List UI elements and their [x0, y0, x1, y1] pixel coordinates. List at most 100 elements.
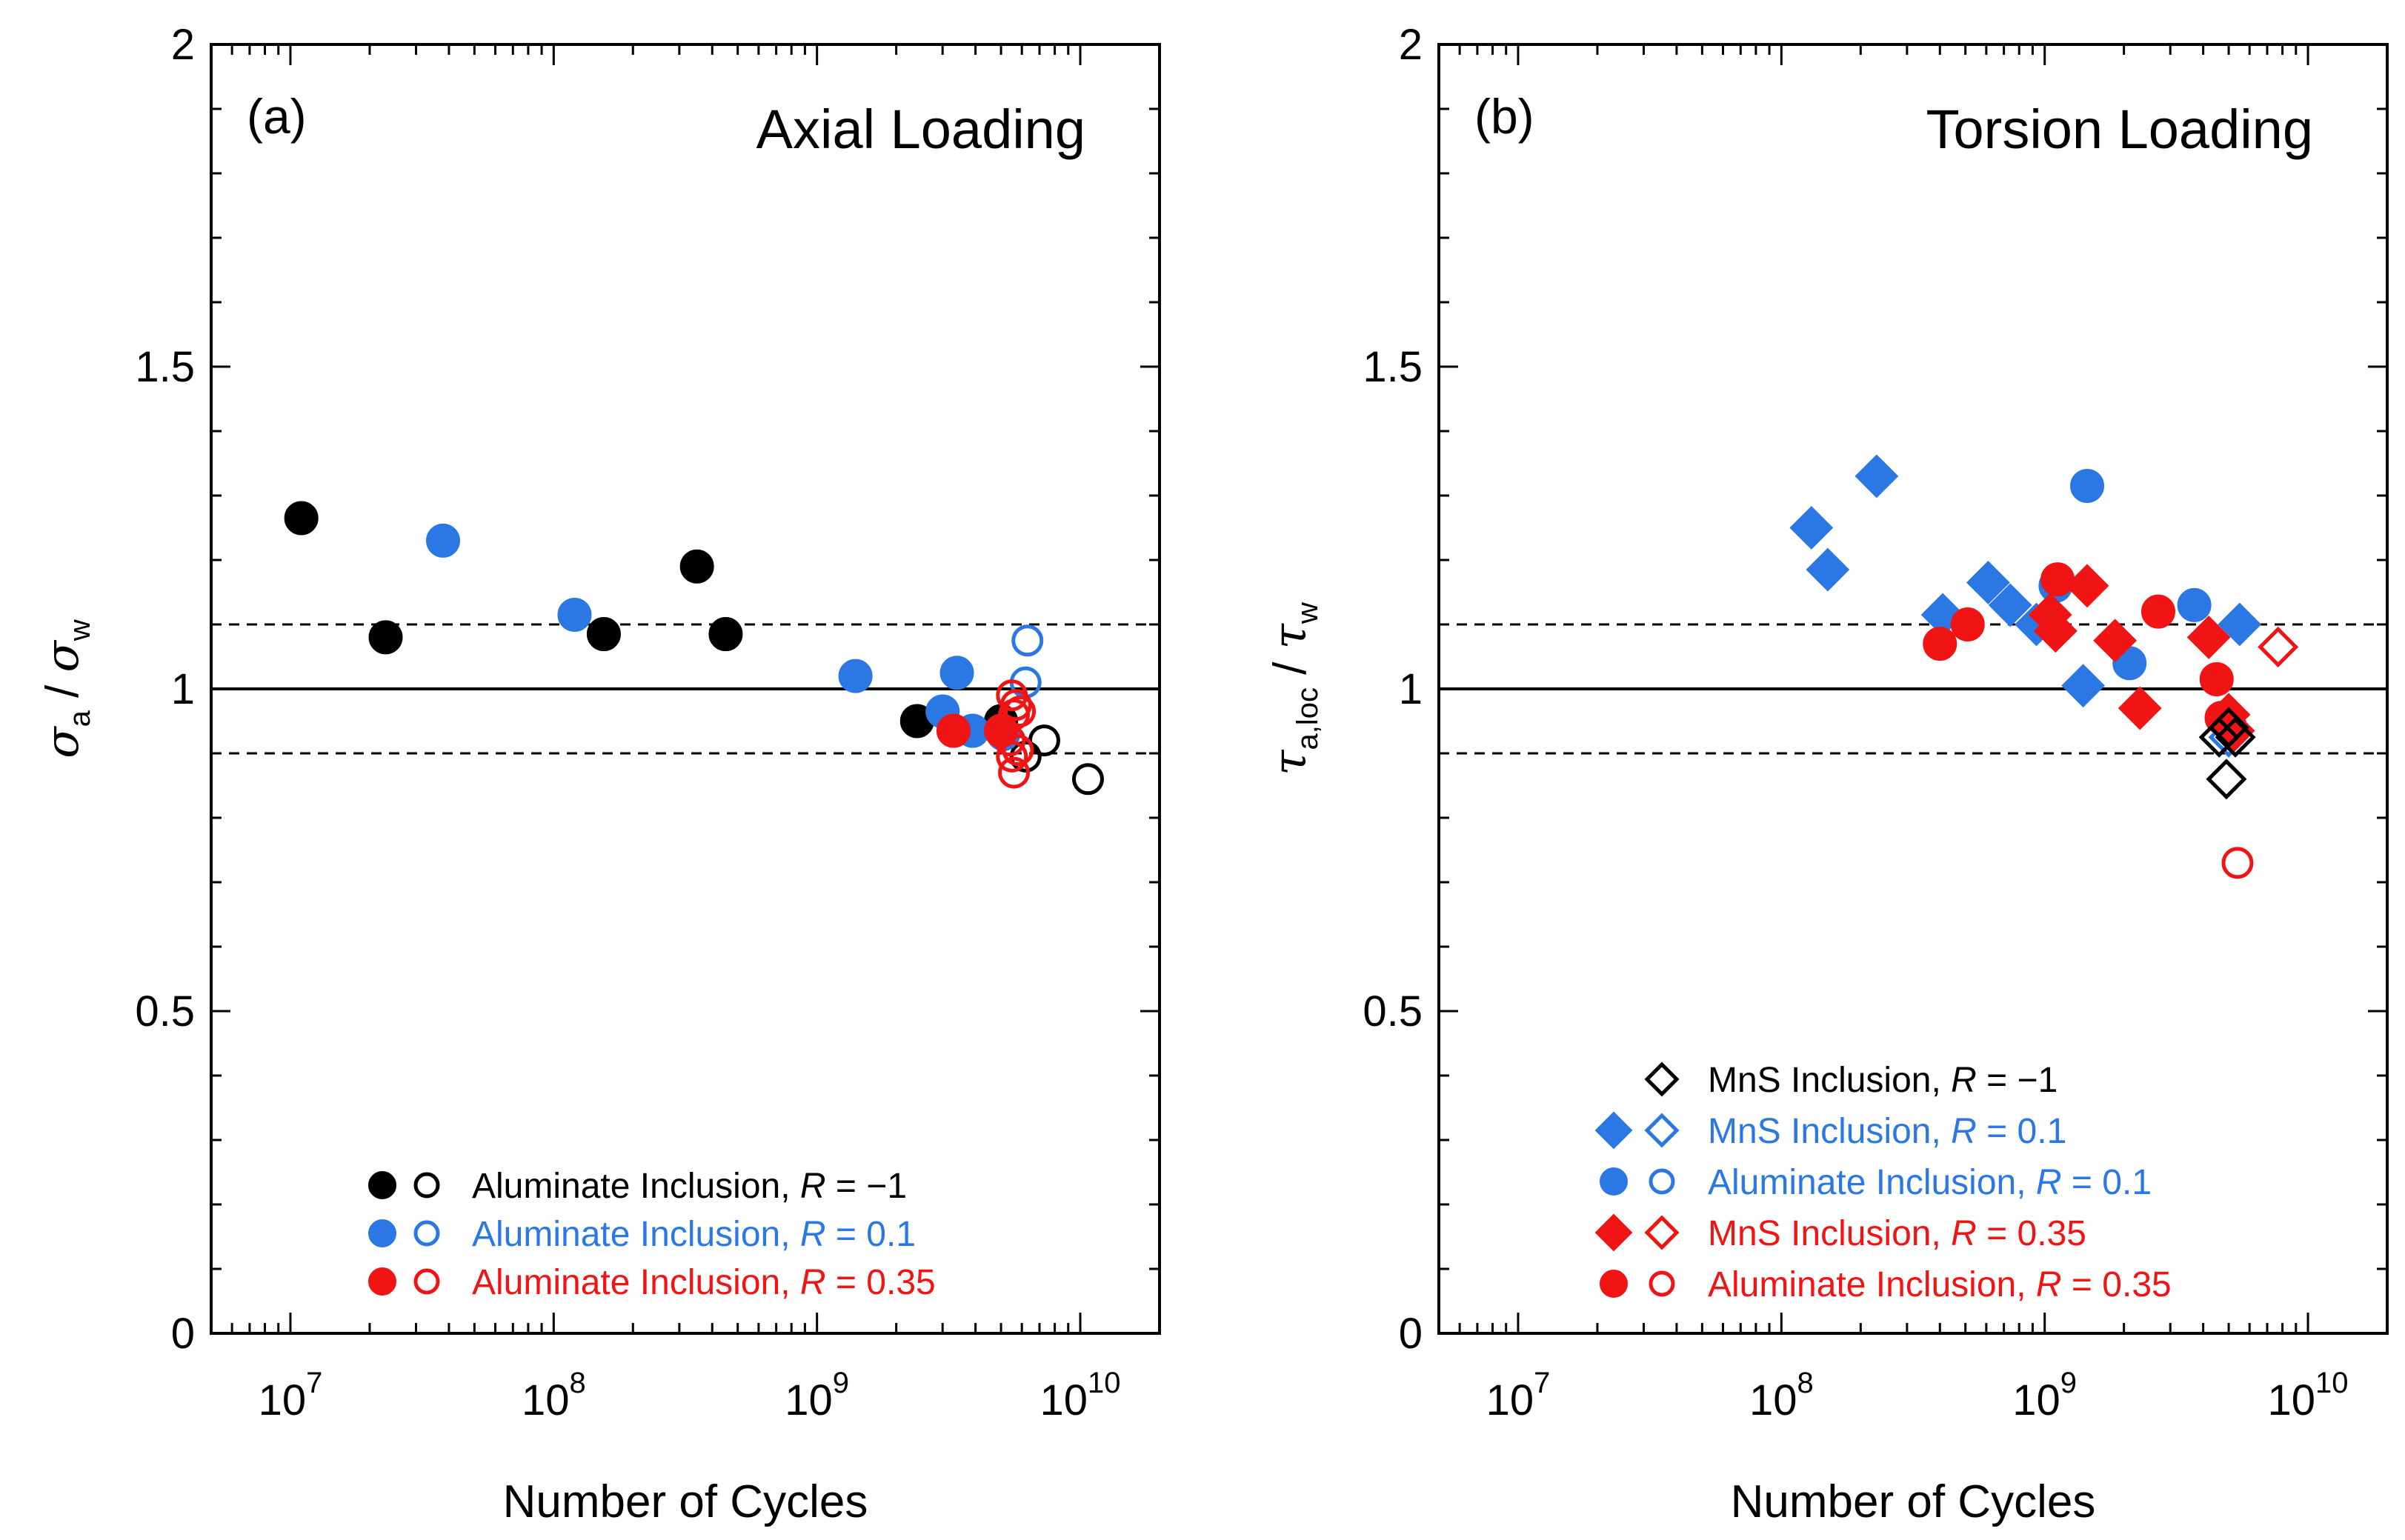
x-tick-label: 107: [259, 1367, 323, 1424]
series-aluminate-r-0-35-runout: [2221, 847, 2254, 879]
legend-filled-marker: [1594, 1111, 1633, 1150]
panel-b-torsion-loading: 0 0.5 1 1.5 2 107 108 109 1010 Number of Cycles τa…: [1263, 21, 2389, 1527]
panel-title: Torsion Loading: [1926, 99, 2313, 160]
diamond-data-point: [1966, 561, 2010, 604]
x-tick-label: 108: [522, 1367, 586, 1424]
legend-filled-marker: [368, 1267, 396, 1296]
x-tick-label: 108: [1749, 1367, 1814, 1424]
legend-open-marker: [1649, 1270, 1675, 1297]
circle-data-point: [1923, 627, 1957, 661]
legend-label: Aluminate Inclusion, R = 0.1: [1708, 1163, 2152, 1202]
legend-label: MnS Inclusion, R = 0.1: [1708, 1112, 2066, 1151]
circle-data-point: [425, 523, 460, 558]
circle-data-point: [284, 501, 319, 536]
series-aluminate-r-0-1-runout: [1009, 624, 1044, 699]
circle-data-point: [1011, 624, 1044, 657]
y-tick-label: 1: [171, 665, 195, 713]
diamond-data-point: [2093, 619, 2138, 663]
legend-item: Aluminate Inclusion, R = 0.1: [368, 1215, 916, 1254]
legend-item: Aluminate Inclusion, R = −1: [368, 1167, 907, 1206]
legend-filled-marker: [368, 1171, 396, 1199]
legend-label: Aluminate Inclusion, R = −1: [472, 1167, 907, 1206]
legend-filled-marker: [1600, 1270, 1628, 1298]
circle-data-point: [708, 617, 743, 652]
legend-label: Aluminate Inclusion, R = 0.35: [1708, 1265, 2172, 1304]
legend-open-marker: [413, 1172, 440, 1199]
circle-data-point: [838, 659, 873, 693]
diamond-data-point: [2218, 602, 2262, 647]
circle-data-point: [2070, 468, 2105, 503]
x-tick-label: 109: [2012, 1367, 2077, 1424]
diamond-data-point: [2206, 759, 2247, 800]
circle-data-point: [1002, 734, 1034, 767]
diamond-data-point: [2061, 664, 2106, 708]
circle-data-point: [1950, 607, 1985, 641]
legend: Aluminate Inclusion, R = −1 Aluminate Inc…: [368, 1167, 936, 1302]
circle-data-point: [586, 617, 621, 652]
diamond-data-point: [2208, 707, 2249, 748]
legend-filled-marker: [1600, 1167, 1628, 1196]
y-tick-label: 0.5: [1363, 987, 1423, 1036]
panel-a-axial-loading: 0 0.5 1 1.5 2 107 108 109 1010 Number of Cycles σa…: [35, 21, 1161, 1527]
y-tick-label: 2: [1399, 21, 1423, 69]
legend-filled-marker: [368, 1219, 396, 1247]
panel-title: Axial Loading: [756, 99, 1085, 160]
legend-item: MnS Inclusion, R = 0.1: [1594, 1111, 2066, 1151]
legend-open-marker: [1649, 1168, 1675, 1195]
series-aluminate-r-0-35-runout: [994, 679, 1037, 789]
diamond-data-point: [1855, 454, 1899, 499]
circle-data-point: [2177, 587, 2212, 622]
y-tick-label: 0: [171, 1310, 195, 1358]
series-mns-r-1-runout: [2198, 707, 2256, 800]
circle-data-point: [936, 713, 971, 748]
legend-open-marker: [1644, 1113, 1680, 1148]
y-tick-label: 0.5: [135, 987, 195, 1036]
series-aluminate-r-1-failed: [284, 501, 1019, 739]
x-axis-label: Number of Cycles: [1731, 1476, 2096, 1527]
diamond-data-point: [2118, 686, 2162, 730]
circle-data-point: [2221, 847, 2254, 879]
y-tick-label: 1: [1399, 665, 1423, 713]
x-tick-label: 1010: [1040, 1367, 1121, 1424]
y-tick-label: 0: [1399, 1310, 1423, 1358]
circle-data-point: [368, 620, 403, 655]
legend-item: Aluminate Inclusion, R = 0.35: [1600, 1265, 2172, 1304]
circle-data-point: [998, 756, 1031, 789]
diamond-data-point: [1806, 547, 1850, 592]
circle-data-point: [2199, 661, 2234, 696]
circle-data-point: [1004, 695, 1037, 727]
diamond-data-point: [2033, 609, 2078, 653]
legend-item: Aluminate Inclusion, R = 0.1: [1600, 1163, 2152, 1202]
circle-data-point: [1028, 724, 1060, 757]
legend-label: MnS Inclusion, R = −1: [1708, 1061, 2058, 1100]
legend-open-marker: [413, 1220, 440, 1247]
x-tick-label: 107: [1486, 1367, 1551, 1424]
x-tick-label: 109: [785, 1367, 849, 1424]
y-axis-label: σa / σw: [35, 619, 96, 759]
diamond-data-point: [2198, 716, 2240, 758]
diamond-data-point: [2215, 716, 2256, 758]
diamond-data-point: [1789, 506, 1834, 550]
circle-data-point: [1071, 763, 1104, 796]
x-tick-label: 1010: [2268, 1367, 2349, 1424]
legend-label: Aluminate Inclusion, R = 0.1: [472, 1215, 916, 1254]
legend: MnS Inclusion, R = −1 MnS Inclusion, R = …: [1594, 1061, 2172, 1304]
circle-data-point: [939, 656, 974, 690]
panel-label: (a): [247, 89, 307, 144]
circle-data-point: [679, 549, 714, 584]
legend-item: MnS Inclusion, R = 0.35: [1594, 1213, 2086, 1253]
y-tick-label: 2: [171, 21, 195, 69]
y-tick-label: 1.5: [1363, 343, 1423, 391]
legend-item: MnS Inclusion, R = −1: [1644, 1061, 2058, 1100]
diamond-data-point: [1988, 583, 2032, 627]
legend-filled-marker: [1594, 1213, 1633, 1252]
legend-label: MnS Inclusion, R = 0.35: [1708, 1214, 2086, 1253]
x-axis-label: Number of Cycles: [503, 1476, 868, 1527]
legend-open-marker: [1644, 1061, 1680, 1097]
legend-open-marker: [413, 1268, 440, 1295]
legend-item: Aluminate Inclusion, R = 0.35: [368, 1263, 936, 1302]
panel-label: (b): [1474, 89, 1534, 144]
circle-data-point: [994, 724, 1026, 757]
circle-data-point: [2140, 594, 2175, 629]
